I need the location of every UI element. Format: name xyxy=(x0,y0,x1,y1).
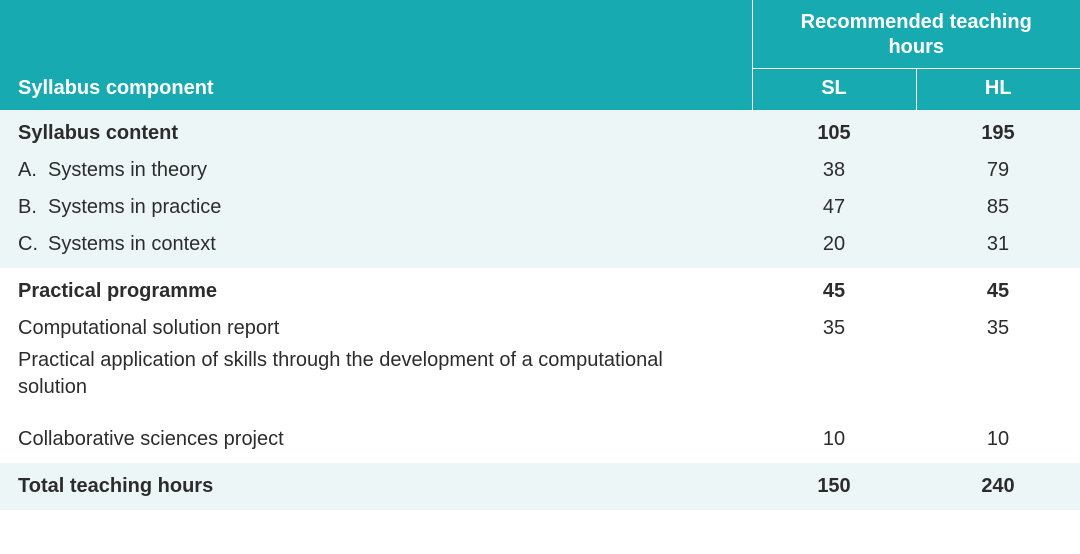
total-sl: 150 xyxy=(752,463,916,510)
section-row: Syllabus content 105 195 xyxy=(0,110,1080,152)
table-row: Collaborative sciences project 10 10 xyxy=(0,421,1080,463)
item-sl: 47 xyxy=(752,189,916,226)
total-row: Total teaching hours 150 240 xyxy=(0,463,1080,510)
item-label: C.Systems in context xyxy=(0,226,752,268)
table-row: C.Systems in context 20 31 xyxy=(0,226,1080,268)
section-sl: 105 xyxy=(752,110,916,152)
section-title: Syllabus content xyxy=(0,110,752,152)
item-sl: 10 xyxy=(752,421,916,463)
item-sl: 35 xyxy=(752,310,916,347)
item-bullet: A. xyxy=(18,157,48,184)
total-title: Total teaching hours xyxy=(0,463,752,510)
item-label: A.Systems in theory xyxy=(0,152,752,189)
section-hl: 195 xyxy=(916,110,1080,152)
header-group-title: Recommended teaching hours xyxy=(752,0,1080,69)
section-title: Practical programme xyxy=(0,268,752,310)
table-row: Practical application of skills through … xyxy=(0,347,1080,421)
item-hl: 85 xyxy=(916,189,1080,226)
item-label: Computational solution report xyxy=(0,310,752,347)
syllabus-hours-table: Syllabus component Recommended teaching … xyxy=(0,0,1080,510)
item-sl: 20 xyxy=(752,226,916,268)
item-text: Systems in theory xyxy=(48,159,207,181)
total-hl: 240 xyxy=(916,463,1080,510)
table-row: B.Systems in practice 47 85 xyxy=(0,189,1080,226)
item-sl: 38 xyxy=(752,152,916,189)
header-component: Syllabus component xyxy=(0,0,752,110)
item-hl: 79 xyxy=(916,152,1080,189)
section-hl: 45 xyxy=(916,268,1080,310)
section-sl: 45 xyxy=(752,268,916,310)
header-hl: HL xyxy=(916,69,1080,111)
item-bullet: C. xyxy=(18,231,48,258)
item-bullet: B. xyxy=(18,194,48,221)
section-row: Practical programme 45 45 xyxy=(0,268,1080,310)
header-sl: SL xyxy=(752,69,916,111)
item-hl: 31 xyxy=(916,226,1080,268)
item-hl: 35 xyxy=(916,310,1080,347)
item-label: Collaborative sciences project xyxy=(0,421,752,463)
item-label: B.Systems in practice xyxy=(0,189,752,226)
item-label: Practical application of skills through … xyxy=(0,347,752,421)
table-row: A.Systems in theory 38 79 xyxy=(0,152,1080,189)
item-hl xyxy=(916,347,1080,421)
item-text: Systems in context xyxy=(48,233,216,255)
item-sl xyxy=(752,347,916,421)
table-header: Syllabus component Recommended teaching … xyxy=(0,0,1080,110)
item-text: Systems in practice xyxy=(48,196,221,218)
table-row: Computational solution report 35 35 xyxy=(0,310,1080,347)
item-hl: 10 xyxy=(916,421,1080,463)
